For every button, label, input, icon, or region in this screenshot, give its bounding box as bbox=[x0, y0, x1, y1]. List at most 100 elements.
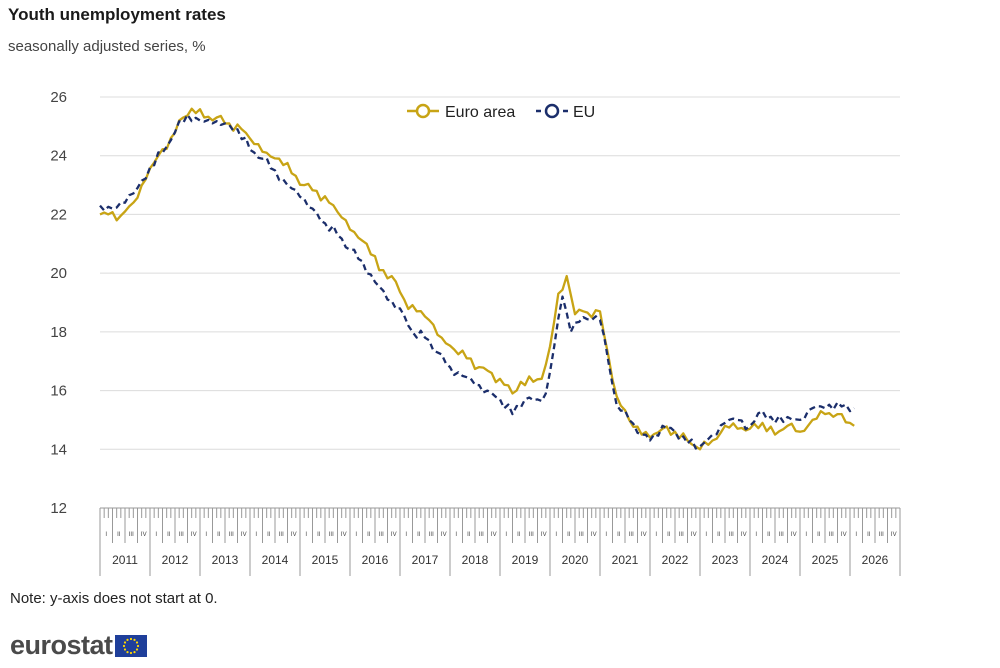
quarter-label: II bbox=[467, 532, 471, 538]
quarter-label: II bbox=[867, 532, 871, 538]
year-label: 2026 bbox=[862, 553, 889, 567]
year-label: 2024 bbox=[762, 553, 789, 567]
chart-subtitle: seasonally adjusted series, % bbox=[8, 38, 206, 55]
legend-marker-euro-area bbox=[415, 103, 431, 119]
y-axis-ticks: 12 14 16 18 20 22 24 26 bbox=[50, 89, 67, 517]
year-label: 2019 bbox=[512, 553, 539, 567]
quarter-label: I bbox=[155, 532, 157, 538]
quarter-label: II bbox=[117, 532, 121, 538]
year-label: 2021 bbox=[612, 553, 639, 567]
quarter-label: I bbox=[305, 532, 307, 538]
quarter-label: IV bbox=[441, 532, 447, 538]
year-label: 2012 bbox=[162, 553, 189, 567]
year-label: 2017 bbox=[412, 553, 439, 567]
quarter-label: IV bbox=[691, 532, 697, 538]
eurostat-logo[interactable]: eurostat bbox=[10, 630, 147, 661]
quarter-label: I bbox=[455, 532, 457, 538]
quarter-label: IV bbox=[291, 532, 297, 538]
legend-label-euro-area: Euro area bbox=[445, 104, 515, 121]
y-tick-label: 24 bbox=[50, 148, 67, 165]
legend: Euro area EU bbox=[407, 103, 595, 121]
logo-text: eurostat bbox=[10, 630, 113, 660]
quarter-label: I bbox=[405, 532, 407, 538]
quarter-label: IV bbox=[591, 532, 597, 538]
quarter-label: I bbox=[705, 532, 707, 538]
quarter-label: II bbox=[317, 532, 321, 538]
legend-marker-eu bbox=[544, 103, 560, 119]
year-label: 2023 bbox=[712, 553, 739, 567]
year-label: 2011 bbox=[112, 553, 138, 567]
y-tick-label: 16 bbox=[50, 383, 67, 400]
quarter-label: III bbox=[379, 532, 384, 538]
quarter-label: I bbox=[805, 532, 807, 538]
year-label: 2016 bbox=[362, 553, 389, 567]
quarter-label: III bbox=[779, 532, 784, 538]
quarter-label: IV bbox=[491, 532, 497, 538]
quarter-label: III bbox=[629, 532, 634, 538]
year-label: 2022 bbox=[662, 553, 689, 567]
y-tick-label: 26 bbox=[50, 89, 67, 106]
quarter-label: III bbox=[579, 532, 584, 538]
quarter-label: IV bbox=[391, 532, 397, 538]
legend-item-eu[interactable]: EU bbox=[536, 103, 595, 121]
series-lines bbox=[99, 107, 855, 451]
quarter-label: III bbox=[729, 532, 734, 538]
y-tick-label: 14 bbox=[50, 441, 67, 458]
quarter-label: I bbox=[205, 532, 207, 538]
quarter-label: IV bbox=[841, 532, 847, 538]
quarter-label: I bbox=[555, 532, 557, 538]
quarter-label: I bbox=[505, 532, 507, 538]
gridlines bbox=[100, 96, 900, 450]
legend-item-euro-area[interactable]: Euro area bbox=[407, 103, 515, 121]
quarter-label: IV bbox=[241, 532, 247, 538]
quarter-label: I bbox=[105, 532, 107, 538]
quarter-label: IV bbox=[641, 532, 647, 538]
quarter-label: IV bbox=[141, 532, 147, 538]
quarter-label: II bbox=[217, 532, 221, 538]
quarter-label: II bbox=[267, 532, 271, 538]
quarter-label: IV bbox=[791, 532, 797, 538]
quarter-label: III bbox=[429, 532, 434, 538]
quarter-label: IV bbox=[891, 532, 897, 538]
quarter-label: IV bbox=[541, 532, 547, 538]
quarter-label: I bbox=[605, 532, 607, 538]
y-tick-label: 18 bbox=[50, 324, 67, 341]
quarter-label: II bbox=[667, 532, 671, 538]
year-label: 2014 bbox=[262, 553, 289, 567]
year-label: 2013 bbox=[212, 553, 239, 567]
series-line-eu[interactable] bbox=[99, 113, 855, 450]
quarter-label: I bbox=[355, 532, 357, 538]
quarter-label: II bbox=[367, 532, 371, 538]
quarter-label: III bbox=[479, 532, 484, 538]
chart-title: Youth unemployment rates bbox=[8, 5, 226, 24]
quarter-label: II bbox=[517, 532, 521, 538]
quarter-label: II bbox=[717, 532, 721, 538]
quarter-label: I bbox=[255, 532, 257, 538]
quarter-label: III bbox=[879, 532, 884, 538]
quarter-label: III bbox=[829, 532, 834, 538]
quarter-label: III bbox=[529, 532, 534, 538]
legend-label-eu: EU bbox=[573, 104, 595, 121]
series-line-euro-area[interactable] bbox=[99, 107, 855, 451]
quarter-label: IV bbox=[741, 532, 747, 538]
quarter-label: III bbox=[129, 532, 134, 538]
year-label: 2020 bbox=[562, 553, 589, 567]
year-label: 2015 bbox=[312, 553, 339, 567]
footnote: Note: y-axis does not start at 0. bbox=[10, 590, 218, 607]
quarter-label: I bbox=[655, 532, 657, 538]
quarter-label: III bbox=[229, 532, 234, 538]
quarter-label: II bbox=[767, 532, 771, 538]
quarter-label: I bbox=[855, 532, 857, 538]
eu-flag-icon bbox=[114, 634, 147, 657]
quarter-label: III bbox=[329, 532, 334, 538]
y-tick-label: 12 bbox=[50, 500, 67, 517]
quarter-label: III bbox=[679, 532, 684, 538]
quarter-label: II bbox=[567, 532, 571, 538]
year-label: 2018 bbox=[462, 553, 489, 567]
y-tick-label: 20 bbox=[50, 265, 67, 282]
year-label: 2025 bbox=[812, 553, 839, 567]
quarter-label: III bbox=[179, 532, 184, 538]
quarter-label: IV bbox=[341, 532, 347, 538]
